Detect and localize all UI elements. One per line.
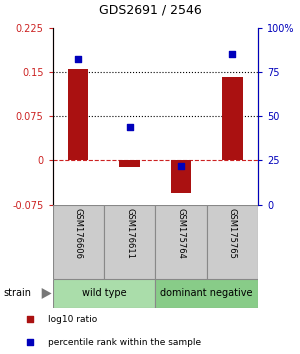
- Bar: [155, 205, 207, 279]
- Text: GSM175764: GSM175764: [176, 208, 185, 259]
- Text: wild type: wild type: [82, 289, 126, 298]
- Bar: [222, 76, 243, 160]
- Text: GSM176611: GSM176611: [125, 208, 134, 259]
- Bar: [119, 160, 140, 167]
- Bar: [207, 205, 258, 279]
- Point: [230, 51, 235, 57]
- Text: log10 ratio: log10 ratio: [48, 315, 97, 324]
- Text: GSM176606: GSM176606: [74, 208, 83, 259]
- Text: dominant negative: dominant negative: [160, 289, 253, 298]
- Point: [178, 163, 183, 169]
- Bar: [171, 160, 191, 193]
- Point: [127, 124, 132, 130]
- Point: [76, 57, 81, 62]
- Point: [28, 340, 32, 346]
- Bar: [52, 279, 155, 308]
- Text: GSM175765: GSM175765: [228, 208, 237, 259]
- Bar: [52, 205, 104, 279]
- Bar: [104, 205, 155, 279]
- Bar: [68, 69, 88, 160]
- Text: strain: strain: [3, 289, 31, 298]
- Text: GDS2691 / 2546: GDS2691 / 2546: [99, 4, 201, 17]
- Text: percentile rank within the sample: percentile rank within the sample: [48, 338, 201, 347]
- Point: [28, 316, 32, 322]
- Bar: [155, 279, 258, 308]
